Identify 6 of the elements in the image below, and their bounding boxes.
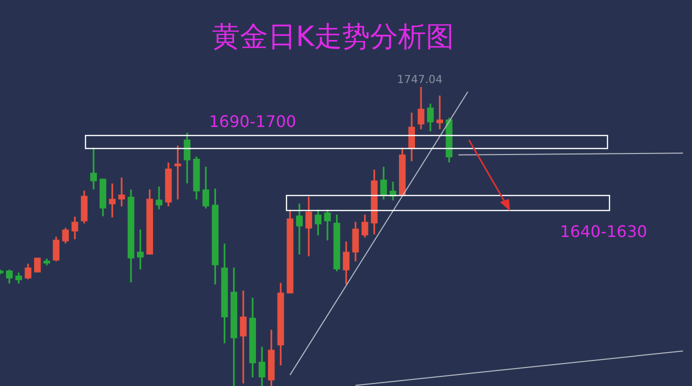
annotation: 1640-1630 [560, 222, 648, 241]
candlestick [156, 186, 162, 210]
candlestick [90, 148, 97, 190]
text: 1747.04 [397, 73, 442, 86]
annotation: 1690-1700 [209, 112, 296, 131]
chart-title: 黄金日K走势分析图 [210, 19, 456, 55]
